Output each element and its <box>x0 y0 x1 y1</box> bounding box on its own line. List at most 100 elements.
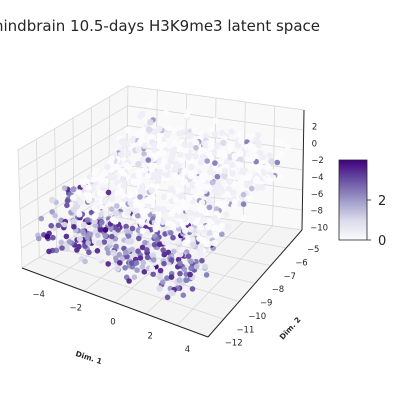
scatter-point <box>80 221 88 228</box>
scatter-point <box>221 152 228 159</box>
scatter-point <box>66 239 73 245</box>
x-tick-label: 4 <box>185 345 190 355</box>
scatter-point <box>165 237 172 245</box>
scatter-point <box>222 158 230 165</box>
scatter-point <box>46 248 52 255</box>
scatter-point <box>170 222 177 230</box>
scatter-point <box>148 187 155 194</box>
scatter-point <box>167 192 174 199</box>
scatter-point <box>137 187 145 194</box>
scatter-point <box>156 241 163 248</box>
scatter-point <box>131 274 138 281</box>
scatter-point <box>154 216 162 223</box>
scatter-point <box>135 146 142 153</box>
scatter-point <box>139 264 146 270</box>
scatter-point <box>147 134 154 141</box>
scatter-point <box>36 235 42 242</box>
scatter-point <box>167 186 174 194</box>
scatter-point <box>162 109 170 117</box>
scatter-point <box>98 174 105 181</box>
scatter-point <box>196 189 203 196</box>
scatter-point <box>129 260 135 266</box>
scatter-point <box>70 194 77 201</box>
scatter-point <box>188 265 194 272</box>
scatter-point <box>259 184 266 191</box>
scatter-point <box>156 274 163 281</box>
scatter-point <box>127 191 134 199</box>
scatter-point <box>71 224 77 230</box>
z-tick-label: −6 <box>311 190 324 200</box>
scatter-point <box>247 163 254 170</box>
scatter-point <box>177 260 183 267</box>
scatter-point <box>105 261 111 267</box>
scatter-point <box>141 151 147 157</box>
scatter-point <box>243 144 250 151</box>
scatter-point <box>152 153 159 160</box>
scatter-point <box>211 187 219 195</box>
scatter-point <box>194 181 201 188</box>
scatter-point <box>259 153 266 161</box>
scatter-point <box>126 278 132 284</box>
colorbar-tick-label: 0 <box>378 234 386 249</box>
scatter-point <box>143 196 151 204</box>
scatter-point <box>130 172 138 180</box>
y-tick-label: −12 <box>225 339 243 349</box>
scatter-point <box>177 251 184 258</box>
scatter-point <box>188 258 194 265</box>
scatter-point <box>204 158 210 164</box>
scatter-point <box>199 257 205 264</box>
scatter-point <box>93 200 100 207</box>
scatter-point <box>179 129 186 136</box>
z-tick-label: 2 <box>312 122 317 132</box>
scatter-point <box>110 217 118 224</box>
scatter-point <box>61 185 68 191</box>
scatter-point <box>91 176 98 183</box>
colorbar-gradient <box>338 159 368 241</box>
x-axis-label: Dim. 1 <box>74 349 103 366</box>
scatter-point <box>206 204 213 211</box>
scatter-point <box>249 133 256 140</box>
scatter-point <box>85 197 93 204</box>
scatter-point <box>241 167 248 174</box>
scatter-point <box>168 289 175 297</box>
scatter-point <box>224 191 231 198</box>
scatter-point <box>231 198 239 206</box>
scatter-point <box>202 183 209 191</box>
scatter-point <box>161 260 167 267</box>
scatter-point <box>123 223 129 230</box>
scatter-point <box>152 225 159 233</box>
scatter-point <box>155 205 162 212</box>
scatter-point <box>150 257 157 263</box>
scatter-point <box>85 184 93 191</box>
scatter-point <box>144 247 150 253</box>
scatter-point <box>101 198 109 205</box>
scatter-point <box>132 201 139 209</box>
scatter-point <box>136 235 142 242</box>
scatter-point <box>214 173 221 180</box>
scatter-point <box>187 226 194 233</box>
scatter-point <box>157 267 164 274</box>
scatter-point <box>136 178 143 185</box>
scatter-point <box>229 161 236 168</box>
scatter-point <box>58 239 65 246</box>
scatter-point <box>225 185 233 193</box>
scatter-point <box>237 130 244 138</box>
scatter-point <box>147 119 154 126</box>
colorbar-tick-label: 2 <box>378 194 386 209</box>
scatter-point <box>164 131 171 139</box>
scatter-point <box>49 209 55 215</box>
scatter-point <box>113 243 119 250</box>
scatter-point <box>92 222 99 229</box>
scatter-point <box>181 266 188 273</box>
scatter-point <box>114 265 121 272</box>
scatter-point <box>183 112 191 119</box>
scatter-point <box>183 277 189 283</box>
scatter-point <box>109 233 115 240</box>
scatter-point <box>212 231 220 239</box>
scatter-point <box>212 117 219 124</box>
scatter-point <box>216 226 223 233</box>
scatter-point <box>153 183 160 190</box>
scatter-point <box>63 233 70 240</box>
scatter-point <box>225 223 232 230</box>
